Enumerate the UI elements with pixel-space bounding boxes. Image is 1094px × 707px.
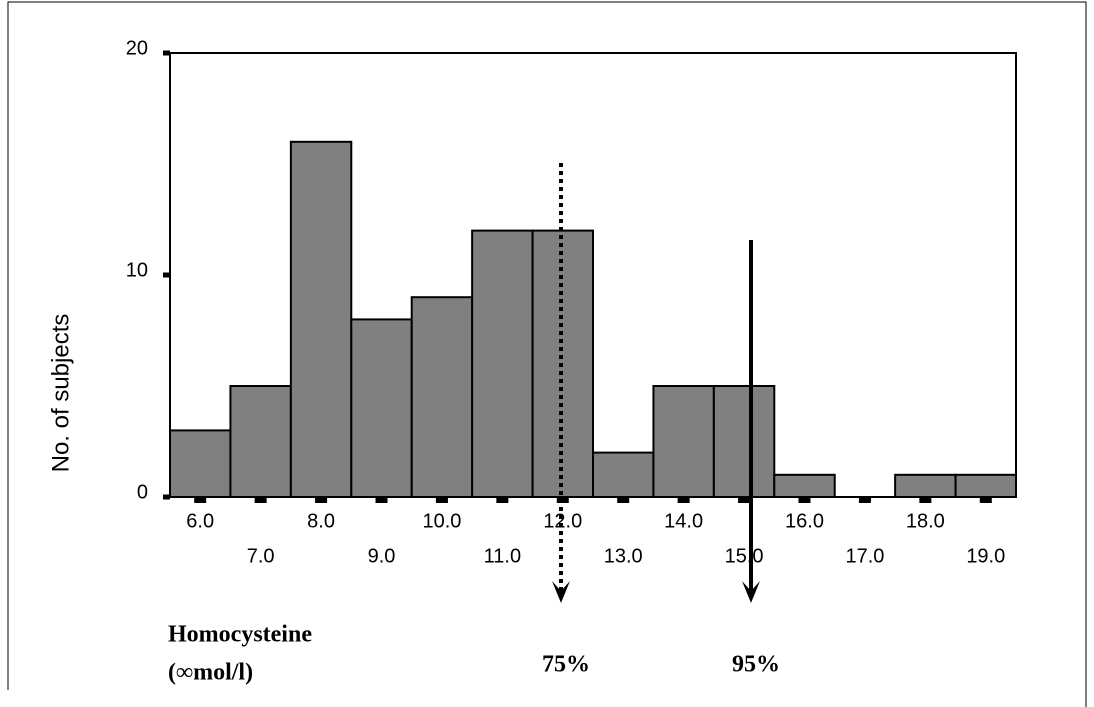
bar bbox=[592, 451, 655, 499]
x-tick bbox=[738, 498, 751, 503]
x-tick-label: 19.0 bbox=[966, 545, 1005, 567]
frame bbox=[7, 1, 1087, 707]
x-tick bbox=[194, 498, 207, 503]
x-tick bbox=[858, 498, 871, 503]
bar bbox=[471, 229, 534, 498]
bar bbox=[894, 473, 957, 498]
x-tick-label: 18.0 bbox=[906, 510, 945, 532]
y-axis-label: No. of subjects bbox=[47, 314, 74, 473]
x-tick-label: 17.0 bbox=[845, 545, 884, 567]
x-tick-label: 8.0 bbox=[307, 510, 335, 532]
x-tick bbox=[254, 498, 267, 503]
bar bbox=[712, 385, 776, 498]
x-tick bbox=[979, 498, 992, 503]
marker-arrow bbox=[552, 581, 570, 603]
x-tick-label: 12.0 bbox=[543, 510, 582, 532]
x-tick-label: 14.0 bbox=[664, 510, 703, 532]
x-tick bbox=[375, 498, 388, 503]
bar bbox=[652, 385, 715, 498]
x-tick bbox=[315, 498, 328, 503]
x-tick bbox=[496, 498, 509, 503]
x-tick-label: 7.0 bbox=[247, 545, 275, 567]
marker-label: 75% bbox=[542, 652, 590, 678]
x-axis-label: Homocysteine bbox=[168, 622, 312, 648]
bar bbox=[410, 296, 474, 499]
bar bbox=[954, 473, 1017, 498]
x-tick-label: 13.0 bbox=[604, 545, 643, 567]
x-tick bbox=[919, 498, 932, 503]
x-tick bbox=[798, 498, 811, 503]
x-tick-label: 6.0 bbox=[186, 510, 214, 532]
y-tick-label: 0 bbox=[137, 481, 148, 503]
x-tick-label: 10.0 bbox=[422, 510, 461, 532]
marker-arrow bbox=[742, 581, 760, 603]
x-tick-label: 11.0 bbox=[484, 545, 521, 567]
x-tick bbox=[677, 498, 690, 503]
x-tick bbox=[435, 498, 448, 503]
x-tick-label: 15.0 bbox=[725, 545, 764, 567]
y-tick-label: 20 bbox=[126, 37, 148, 59]
x-tick-label: 16.0 bbox=[785, 510, 824, 532]
x-tick-label: 9.0 bbox=[368, 545, 396, 567]
bar bbox=[169, 429, 232, 498]
y-tick-label: 10 bbox=[126, 259, 148, 281]
bar bbox=[229, 385, 292, 498]
x-tick bbox=[617, 498, 630, 503]
bar bbox=[773, 473, 836, 498]
bar bbox=[350, 318, 413, 498]
bar bbox=[289, 140, 353, 499]
x-axis-label-unit: (∞mol/l) bbox=[168, 660, 253, 686]
marker-label: 95% bbox=[732, 652, 780, 678]
